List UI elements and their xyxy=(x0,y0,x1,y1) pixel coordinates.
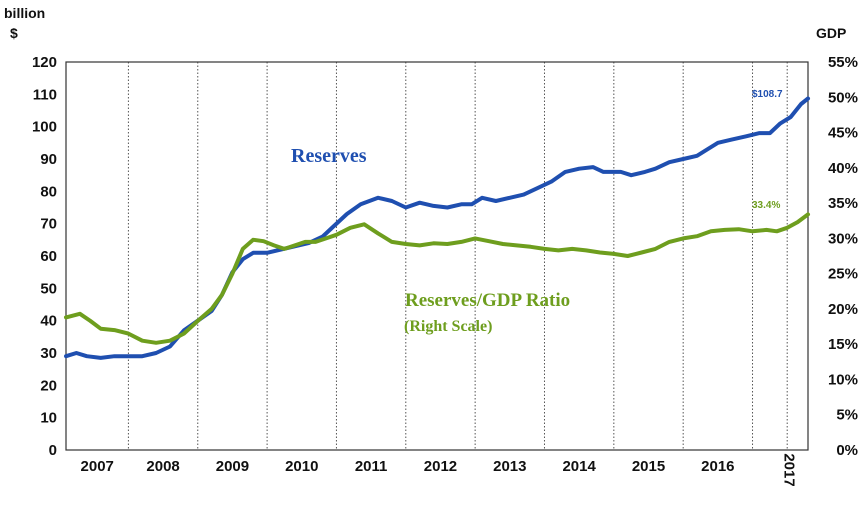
year-label-2008: 2008 xyxy=(146,458,179,475)
year-label-2011: 2011 xyxy=(355,458,388,475)
right-tick-label: 45% xyxy=(828,125,858,142)
left-tick-label: 0 xyxy=(49,442,57,459)
series-label-reserves: Reserves xyxy=(291,145,367,167)
right-tick-label: 10% xyxy=(828,371,858,388)
right-tick-label: 50% xyxy=(828,89,858,106)
left-axis-unit-line1: billion xyxy=(4,5,45,21)
left-tick-label: 70 xyxy=(40,216,57,233)
end-label-reserves: $108.7 xyxy=(752,89,783,100)
left-axis-unit-line2: $ xyxy=(10,25,18,41)
left-tick-label: 50 xyxy=(40,280,57,297)
year-label-2017: 2017 xyxy=(780,453,797,486)
series-label-reserves-gdp-ratio: Reserves/GDP Ratio xyxy=(405,290,570,311)
right-tick-label: 35% xyxy=(828,195,858,212)
right-tick-label: 40% xyxy=(828,160,858,177)
left-tick-label: 60 xyxy=(40,248,57,265)
right-tick-label: 30% xyxy=(828,230,858,247)
end-label-reserves-gdp-ratio: 33.4% xyxy=(752,200,780,211)
right-tick-label: 20% xyxy=(828,301,858,318)
left-tick-label: 10 xyxy=(40,410,57,427)
year-label-2010: 2010 xyxy=(285,458,318,475)
series-label-right-scale-note: (Right Scale) xyxy=(404,318,492,335)
year-label-2015: 2015 xyxy=(632,458,665,475)
right-tick-label: 5% xyxy=(836,407,858,424)
left-tick-label: 100 xyxy=(32,119,57,136)
right-axis-ticks: 0% 5% 10% 15% 20% 25% 30% 35% 40% 45% 50% 55% xyxy=(828,54,858,459)
left-tick-label: 110 xyxy=(33,86,57,103)
left-tick-label: 20 xyxy=(40,377,57,394)
right-tick-label: 15% xyxy=(828,336,858,353)
plot-background xyxy=(66,62,808,450)
year-label-2014: 2014 xyxy=(562,458,596,475)
right-axis-unit: GDP xyxy=(816,25,846,41)
right-tick-label: 25% xyxy=(828,266,858,283)
left-tick-label: 120 xyxy=(32,54,57,71)
right-tick-label: 0% xyxy=(836,442,858,459)
left-tick-label: 90 xyxy=(40,151,57,168)
year-label-2012: 2012 xyxy=(424,458,457,475)
left-tick-label: 40 xyxy=(40,313,57,330)
x-axis-year-labels: 2007 2008 2009 2010 2011 2012 2013 2014 2015 2016… xyxy=(81,453,798,486)
year-label-2013: 2013 xyxy=(493,458,526,475)
left-axis-ticks: 0 10 20 30 40 50 60 70 80 90 100 110 120 xyxy=(32,54,57,459)
year-separator-lines xyxy=(127,62,788,450)
right-tick-label: 55% xyxy=(828,54,858,71)
left-tick-label: 80 xyxy=(40,183,57,200)
plot-frame xyxy=(65,61,809,451)
year-label-2007: 2007 xyxy=(81,458,114,475)
series-line-reserves-gdp-ratio xyxy=(64,212,810,345)
year-label-2016: 2016 xyxy=(701,458,734,475)
left-tick-label: 30 xyxy=(40,345,57,362)
year-label-2009: 2009 xyxy=(216,458,249,475)
